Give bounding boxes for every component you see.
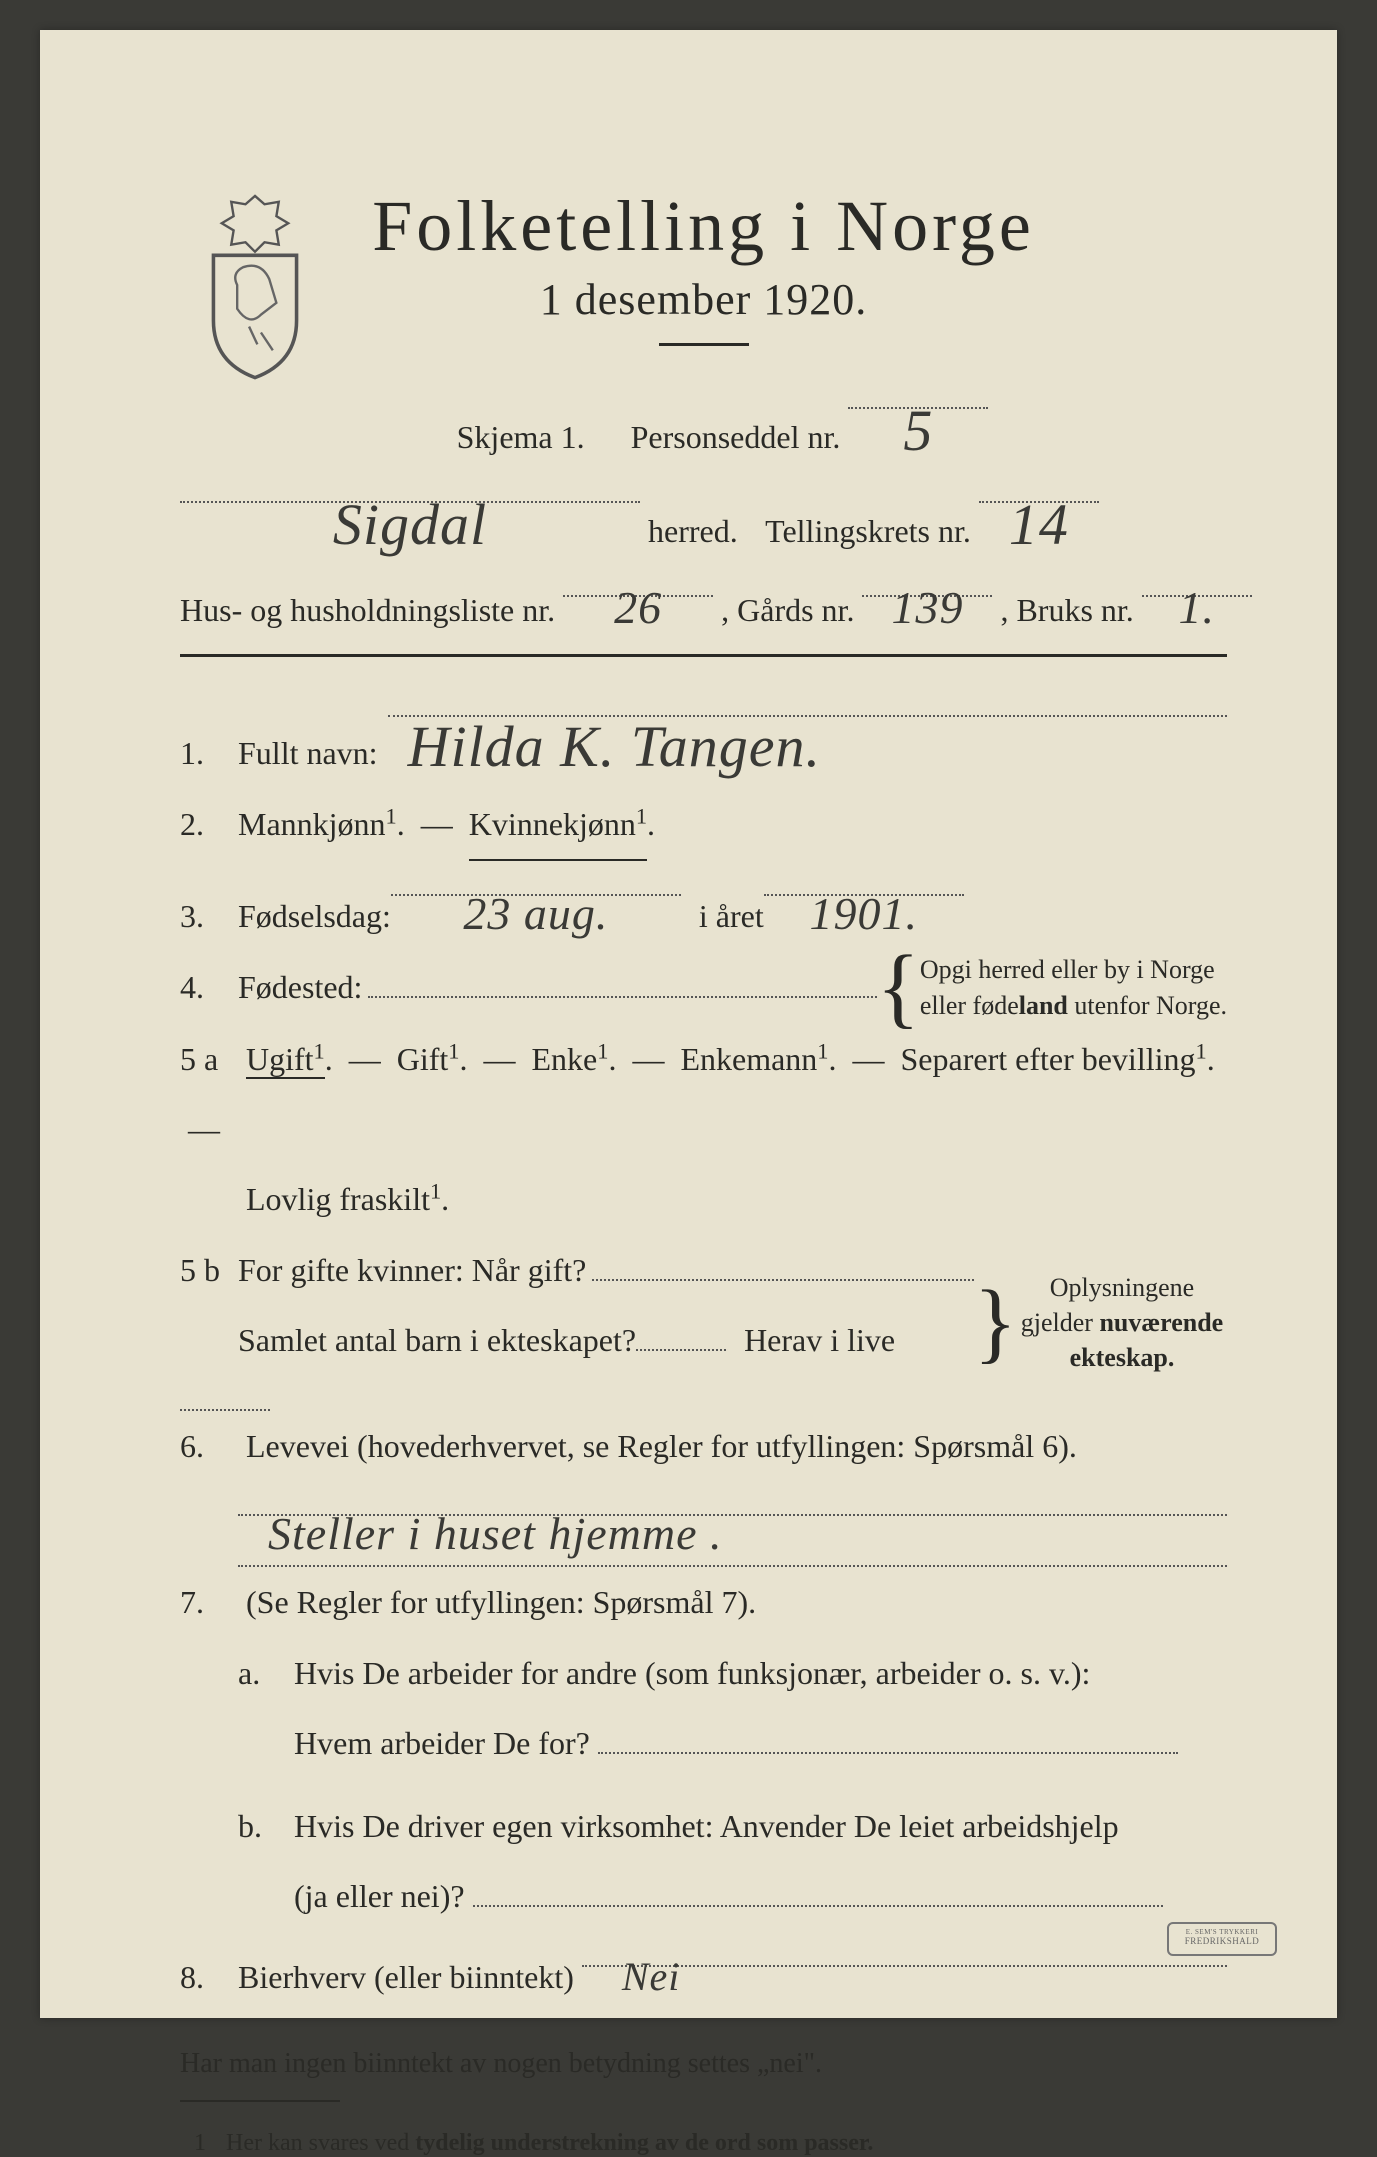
- title-rule: [659, 343, 749, 346]
- husliste-line: Hus- og husholdningsliste nr. 26 , Gårds…: [180, 562, 1227, 641]
- q2-num: 2.: [180, 789, 238, 859]
- q5a-enke: Enke1.: [532, 1041, 617, 1077]
- brace-icon: {: [877, 952, 920, 1024]
- skjema-label: Skjema 1.: [457, 419, 585, 455]
- bruks-nr: 1.: [1179, 582, 1216, 633]
- q3-year: 1901.: [809, 888, 918, 939]
- q5a-row: 5 a Ugift1. — Gift1. — Enke1. — Enkemann…: [180, 1024, 1227, 1235]
- tellingskrets-nr: 14: [1009, 492, 1069, 557]
- q6-label: Levevei (hovederhvervet, se Regler for u…: [246, 1428, 1077, 1464]
- q5b-note: Oplysningene gjelder nuværende ekteskap.: [1017, 1270, 1227, 1375]
- bruks-label: , Bruks nr.: [1000, 592, 1133, 628]
- personseddel-label: Personseddel nr.: [631, 419, 841, 455]
- q5a-separert: Separert efter bevilling1.: [901, 1041, 1215, 1077]
- q7b-label2: (ja eller nei)?: [294, 1878, 465, 1914]
- personseddel-nr: 5: [903, 398, 933, 463]
- q7a-label2: Hvem arbeider De for?: [294, 1725, 590, 1761]
- q5a-enkemann: Enkemann1.: [680, 1041, 836, 1077]
- q6-row: 6. Levevei (hovederhvervet, se Regler fo…: [180, 1411, 1227, 1568]
- q2-kvinne: Kvinnekjønn1: [469, 789, 647, 861]
- gards-nr: 139: [891, 582, 963, 633]
- q6-num: 6.: [180, 1411, 238, 1481]
- q1-label: Fullt navn:: [238, 718, 378, 788]
- page-subtitle: 1 desember 1920.: [180, 274, 1227, 325]
- q3-mid: i året: [699, 881, 764, 951]
- q7-num: 7.: [180, 1567, 238, 1637]
- separator-rule: [180, 654, 1227, 657]
- husliste-label: Hus- og husholdningsliste nr.: [180, 592, 555, 628]
- q5a-ugift: Ugift1: [246, 1041, 325, 1079]
- footnote-rule: [180, 2100, 340, 2102]
- husliste-nr: 26: [614, 582, 662, 633]
- q3-num: 3.: [180, 881, 238, 951]
- q4-row: 4. Fødested: { Opgi herred eller by i No…: [180, 952, 1227, 1024]
- q8-num: 8.: [180, 1942, 238, 2012]
- q8-row: 8. Bierhverv (eller biinntekt) Nei: [180, 1931, 1227, 2012]
- q5b-label1: For gifte kvinner: Når gift?: [238, 1235, 586, 1305]
- q1-num: 1.: [180, 718, 238, 788]
- q5b-label2: Samlet antal barn i ekteskapet?: [238, 1305, 636, 1375]
- brace-icon: }: [974, 1287, 1017, 1359]
- header: Folketelling i Norge 1 desember 1920.: [180, 185, 1227, 346]
- footnote: 1 Her kan svares ved tydelig understrekn…: [180, 2130, 1227, 2157]
- q7-label: (Se Regler for utfyllingen: Spørsmål 7).: [246, 1584, 756, 1620]
- tellingskrets-label: Tellingskrets nr.: [765, 513, 971, 549]
- herred-line: Sigdal herred. Tellingskrets nr. 14: [180, 468, 1227, 562]
- q3-label: Fødselsdag:: [238, 881, 391, 951]
- q7-row: 7. (Se Regler for utfyllingen: Spørsmål …: [180, 1567, 1227, 1931]
- printer-stamp: E. SEM'S TRYKKERI FREDRIKSHALD: [1167, 1922, 1277, 1956]
- q5a-fraskilt: Lovlig fraskilt1.: [246, 1181, 449, 1217]
- q5b-label3: Herav i live: [744, 1305, 895, 1375]
- page-title: Folketelling i Norge: [180, 185, 1227, 268]
- q5a-num: 5 a: [180, 1024, 238, 1094]
- q1-value: Hilda K. Tangen.: [408, 714, 821, 779]
- q5b-row: 5 b For gifte kvinner: Når gift? Samlet …: [180, 1235, 1227, 1411]
- q2-mann: Mannkjønn1.: [238, 789, 405, 859]
- q1-row: 1. Fullt navn: Hilda K. Tangen.: [180, 681, 1227, 788]
- q3-day: 23 aug.: [463, 888, 608, 939]
- q7b-num: b.: [238, 1791, 286, 1861]
- q8-value: Nei: [622, 1954, 681, 1999]
- q5a-gift: Gift1.: [397, 1041, 468, 1077]
- census-form-page: Folketelling i Norge 1 desember 1920. Sk…: [40, 30, 1337, 2018]
- coat-of-arms-icon: [195, 190, 315, 380]
- q7a-label1: Hvis De arbeider for andre (som funksjon…: [294, 1655, 1090, 1691]
- skjema-line: Skjema 1. Personseddel nr. 5: [180, 374, 1227, 468]
- herred-value: Sigdal: [333, 492, 487, 557]
- q4-num: 4.: [180, 952, 238, 1022]
- gards-label: , Gårds nr.: [721, 592, 854, 628]
- q3-row: 3. Fødselsdag: 23 aug. i året 1901.: [180, 861, 1227, 951]
- footer-note: Har man ingen biinntekt av nogen betydni…: [180, 2037, 1227, 2090]
- q2-row: 2. Mannkjønn1. — Kvinnekjønn1.: [180, 789, 1227, 861]
- q7a-num: a.: [238, 1638, 286, 1708]
- q5b-num: 5 b: [180, 1235, 238, 1305]
- q4-note: Opgi herred eller by i Norge eller fødel…: [920, 952, 1227, 1022]
- q4-label: Fødested:: [238, 952, 362, 1022]
- herred-label: herred.: [648, 513, 738, 549]
- q8-label: Bierhverv (eller biinntekt): [238, 1942, 574, 2012]
- q7b-label1: Hvis De driver egen virksomhet: Anvender…: [294, 1808, 1119, 1844]
